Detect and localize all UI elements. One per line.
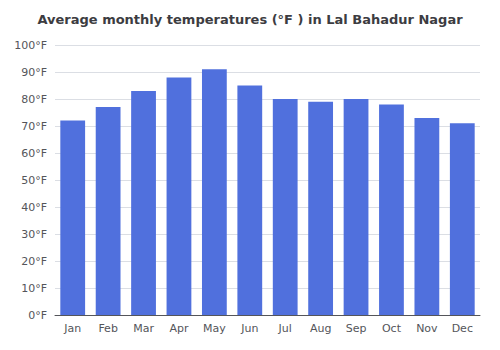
svg-text:70°F: 70°F xyxy=(21,120,47,133)
svg-text:100°F: 100°F xyxy=(14,39,47,52)
svg-text:50°F: 50°F xyxy=(21,174,47,187)
svg-text:Apr: Apr xyxy=(169,322,189,335)
svg-text:20°F: 20°F xyxy=(21,255,47,268)
svg-text:90°F: 90°F xyxy=(21,66,47,79)
svg-text:Average monthly temperatures (: Average monthly temperatures (°F ) in La… xyxy=(37,12,463,27)
svg-text:Oct: Oct xyxy=(382,322,402,335)
svg-text:Aug: Aug xyxy=(310,322,331,335)
svg-text:0°F: 0°F xyxy=(28,309,47,322)
svg-text:60°F: 60°F xyxy=(21,147,47,160)
svg-text:Dec: Dec xyxy=(452,322,473,335)
svg-text:Jul: Jul xyxy=(278,322,292,335)
svg-text:40°F: 40°F xyxy=(21,201,47,214)
svg-text:Mar: Mar xyxy=(133,322,154,335)
svg-text:Nov: Nov xyxy=(416,322,438,335)
svg-text:30°F: 30°F xyxy=(21,228,47,241)
svg-text:Jan: Jan xyxy=(63,322,81,335)
svg-text:Sep: Sep xyxy=(346,322,367,335)
svg-text:Feb: Feb xyxy=(98,322,117,335)
svg-text:Jun: Jun xyxy=(240,322,258,335)
svg-text:10°F: 10°F xyxy=(21,282,47,295)
svg-text:May: May xyxy=(203,322,226,335)
svg-text:80°F: 80°F xyxy=(21,93,47,106)
